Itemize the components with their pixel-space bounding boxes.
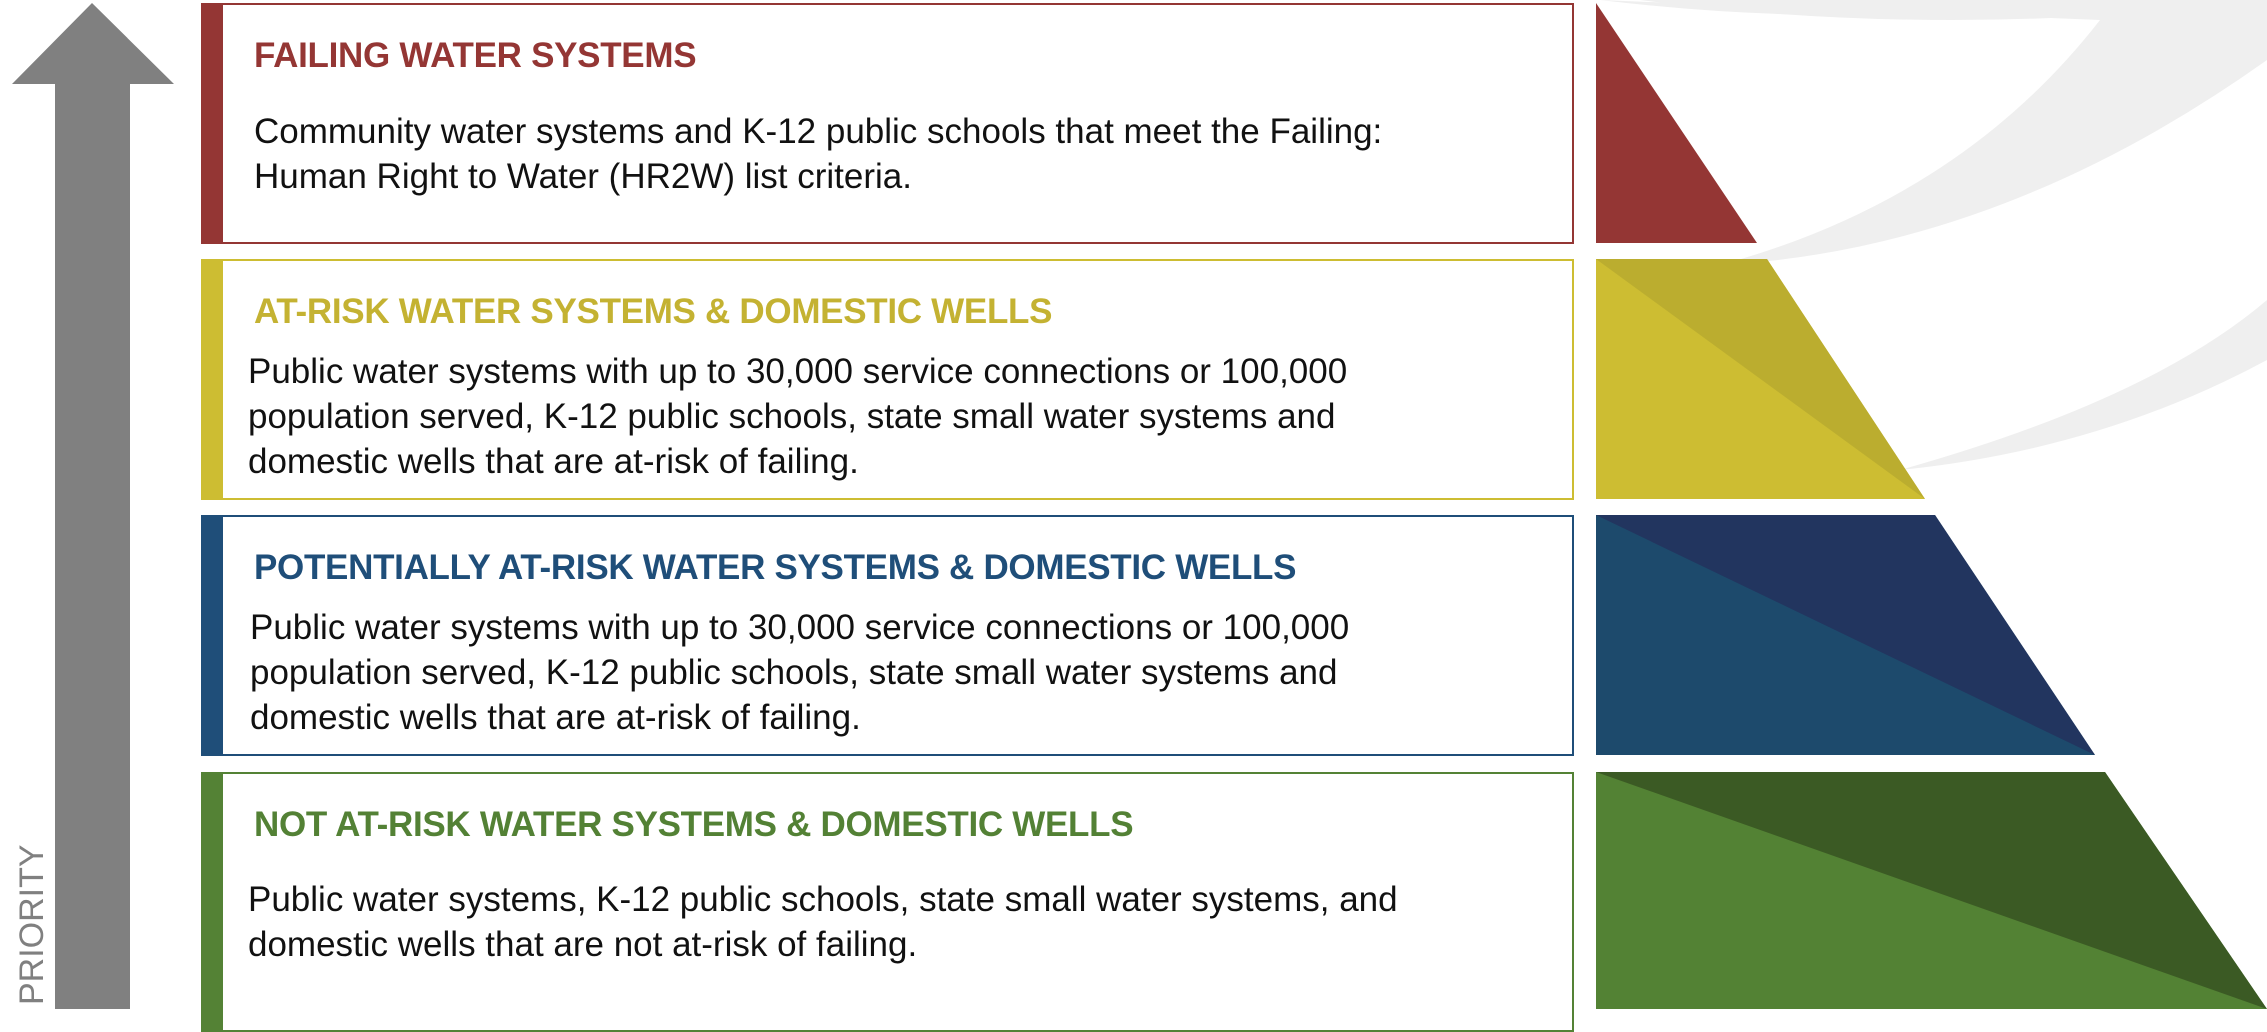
tier-not-at-risk-shade (1596, 772, 2267, 1009)
tier-text: Human Right to Water (HR2W) list criteri… (254, 157, 912, 196)
page: PRIORITY (() => { const data = JSON.pars… (12, 0, 2267, 1032)
tier-at-risk-shade (1596, 259, 1925, 499)
axis-label: PRIORITY (13, 844, 51, 1005)
tier-text: domestic wells that are at-risk of faili… (248, 442, 859, 481)
tier-text: Community water systems and K-12 public … (254, 112, 1383, 151)
tier-box: FAILING WATER SYSTEMS Community water sys… (201, 3, 1574, 244)
tier-bar (201, 259, 223, 500)
tier-title: POTENTIALLY AT-RISK WATER SYSTEMS & DOME… (254, 548, 1297, 587)
tier-title: NOT AT-RISK WATER SYSTEMS & DOMESTIC WEL… (254, 805, 1134, 844)
tier-text: Public water systems, K-12 public school… (248, 880, 1398, 919)
tier-text: domestic wells that are not at-risk of f… (248, 925, 918, 964)
tier-text: population served, K-12 public schools, … (250, 653, 1338, 692)
tier-failing (1596, 3, 1757, 243)
tier-bar (201, 515, 223, 756)
tier-text: Public water systems with up to 30,000 s… (248, 352, 1348, 391)
artwork (12, 0, 2267, 1009)
tier-text: Public water systems with up to 30,000 s… (250, 608, 1350, 647)
tier-text: population served, K-12 public schools, … (248, 397, 1336, 436)
tier-box: POTENTIALLY AT-RISK WATER SYSTEMS & DOME… (201, 515, 1574, 756)
tier-bar (201, 3, 223, 244)
priority-arrow (12, 3, 174, 1009)
tier-title: AT-RISK WATER SYSTEMS & DOMESTIC WELLS (254, 292, 1053, 331)
tier-box: NOT AT-RISK WATER SYSTEMS & DOMESTIC WEL… (201, 772, 1574, 1032)
tier-potential-shade (1596, 515, 2095, 755)
swoosh (1600, 0, 2267, 265)
tier-bar (201, 772, 223, 1032)
swoosh (1900, 300, 2267, 470)
tier-text: domestic wells that are at-risk of faili… (250, 698, 861, 737)
tier-box: AT-RISK WATER SYSTEMS & DOMESTIC WELLS Pu… (201, 259, 1574, 500)
tier-title: FAILING WATER SYSTEMS (254, 36, 697, 75)
